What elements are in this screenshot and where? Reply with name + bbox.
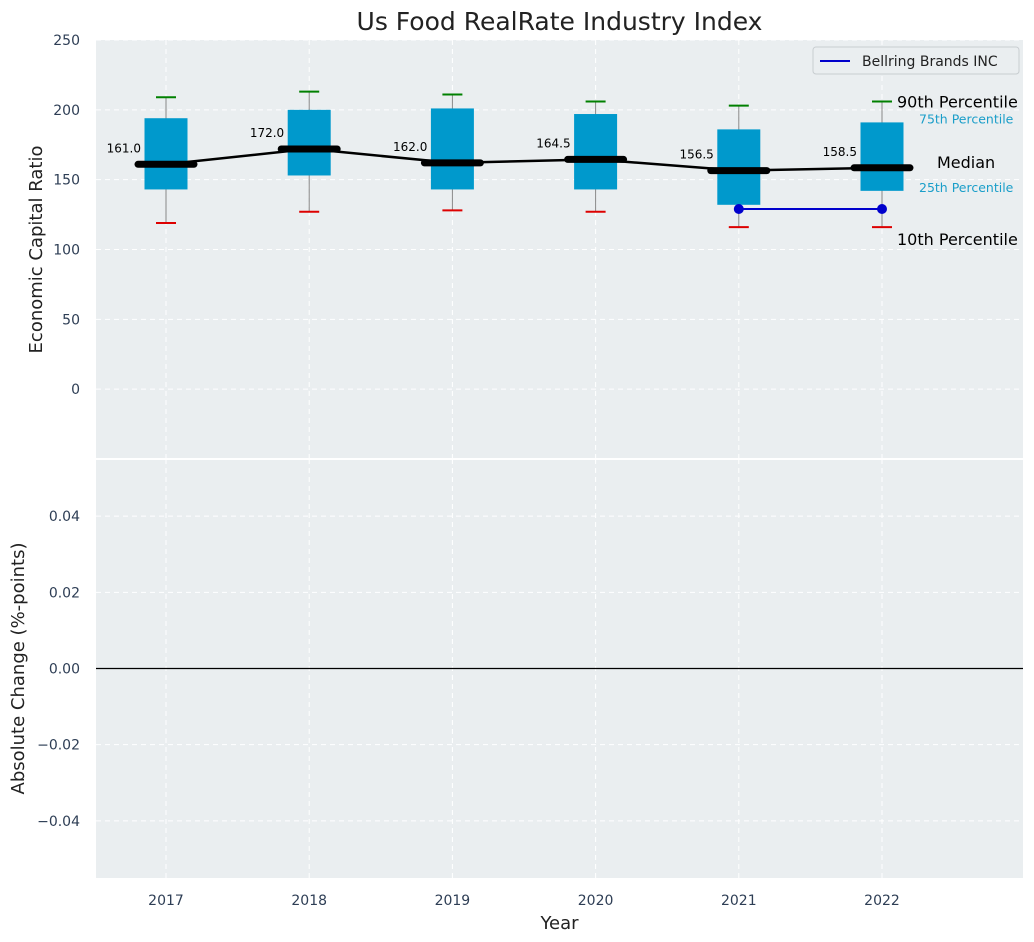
iqr-box — [287, 109, 331, 176]
iqr-box — [144, 118, 188, 190]
bottom-y-tick-label: −0.02 — [37, 738, 80, 754]
x-tick-label: 2020 — [578, 893, 614, 909]
iqr-box — [430, 108, 474, 190]
annotation-median: Median — [937, 153, 995, 172]
x-tick-label: 2018 — [291, 893, 327, 909]
top-y-axis-label: Economic Capital Ratio — [26, 146, 47, 354]
bottom-plot-panel: −0.04 −0.02 0.00 0.02 0.04 2017 2018 2019 2020 20… — [37, 458, 1023, 909]
box-2017: 161.0 — [107, 96, 198, 224]
bottom-y-tick-label: −0.04 — [37, 814, 80, 830]
box-2020: 164.5 — [536, 100, 628, 213]
x-tick-label: 2017 — [148, 893, 184, 909]
median-value-label: 172.0 — [250, 126, 284, 140]
top-y-tick-label: 200 — [53, 103, 80, 119]
median-value-label: 156.5 — [679, 148, 713, 162]
iqr-box — [574, 114, 618, 190]
top-y-tick-label: 250 — [53, 33, 80, 49]
box-2018: 172.0 — [250, 90, 341, 213]
x-tick-label: 2021 — [721, 893, 757, 909]
bottom-y-axis-label: Absolute Change (%-points) — [8, 543, 29, 795]
bottom-y-tick-label: 0.02 — [49, 585, 80, 601]
bottom-y-tick-label: 0.00 — [49, 662, 80, 678]
annotation-10th-percentile: 10th Percentile — [897, 230, 1018, 249]
legend-box — [812, 46, 1020, 75]
median-value-label: 162.0 — [393, 140, 427, 154]
x-axis-label: Year — [539, 913, 579, 934]
box-2021: 156.5 — [679, 104, 771, 229]
iqr-box — [860, 122, 904, 191]
bottom-y-tick-label: 0.04 — [49, 509, 80, 525]
series-point — [733, 203, 744, 214]
box-2022: 158.5 — [823, 100, 914, 229]
median-value-label: 158.5 — [823, 145, 857, 159]
top-y-tick-label: 100 — [53, 243, 80, 259]
annotation-75th-percentile: 75th Percentile — [919, 111, 1014, 126]
annotation-90th-percentile: 90th Percentile — [897, 92, 1018, 111]
top-y-tick-label: 50 — [62, 312, 80, 328]
box-2019: 162.0 — [393, 93, 484, 212]
top-y-tick-label: 0 — [71, 382, 80, 398]
legend: Bellring Brands INC — [812, 46, 1020, 75]
median-value-label: 161.0 — [107, 141, 141, 155]
median-value-label: 164.5 — [536, 136, 570, 150]
x-tick-label: 2022 — [864, 893, 900, 909]
top-y-tick-label: 150 — [53, 173, 80, 189]
chart-title: Us Food RealRate Industry Index — [357, 7, 763, 36]
x-tick-label: 2019 — [435, 893, 471, 909]
series-point — [877, 203, 887, 214]
legend-label: Bellring Brands INC — [862, 54, 998, 70]
top-plot-panel: 0 50 100 150 200 250 161.0 172.0 162.0 164.5 156.5… — [53, 33, 1023, 459]
annotation-25th-percentile: 25th Percentile — [919, 180, 1014, 195]
